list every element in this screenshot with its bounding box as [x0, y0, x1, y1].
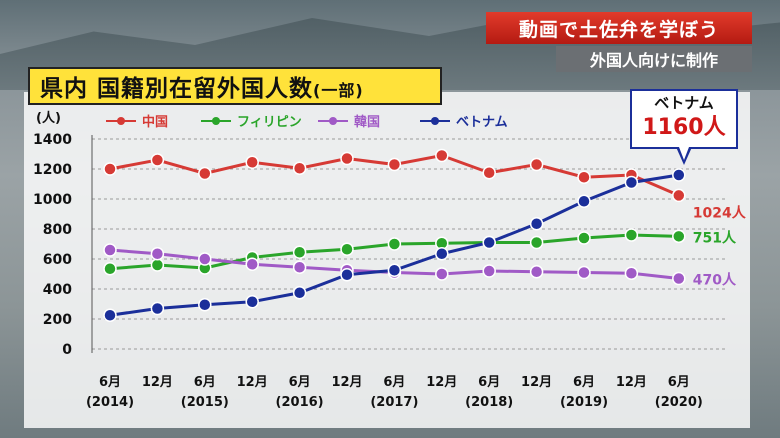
- y-tick-label: 800: [43, 222, 72, 238]
- corner-title-banner: 動画で土佐弁を学ぼう: [486, 12, 752, 44]
- data-point: [340, 268, 354, 282]
- series-end-label: 470人: [693, 272, 737, 289]
- data-point: [245, 257, 259, 271]
- x-tick-year-label: (2017): [370, 395, 418, 410]
- data-point: [529, 265, 544, 279]
- data-point: [387, 237, 402, 251]
- data-point: [577, 231, 591, 245]
- legend-label: ベトナム: [456, 115, 508, 130]
- y-tick-label: 1400: [33, 132, 72, 148]
- x-tick-year-label: (2020): [655, 395, 703, 410]
- data-point: [150, 301, 165, 316]
- data-point: [435, 148, 449, 163]
- x-tick-month-label: 12月: [616, 375, 647, 390]
- data-point: [482, 264, 496, 278]
- data-point: [340, 242, 354, 256]
- data-point: [150, 247, 165, 261]
- data-point: [624, 266, 639, 280]
- corner-subtitle-text: 外国人向けに制作: [589, 51, 718, 70]
- y-tick-label: 600: [43, 252, 72, 268]
- callout-pointer-inner: [679, 147, 689, 160]
- x-tick-month-label: 6月: [478, 375, 500, 390]
- data-point: [292, 245, 307, 259]
- legend-label: フィリピン: [237, 115, 302, 130]
- series-end-label: 751人: [693, 229, 737, 246]
- data-point: [529, 217, 544, 231]
- x-tick-month-label: 6月: [99, 375, 121, 390]
- legend-marker: [212, 117, 220, 125]
- chart-panel: [24, 92, 750, 428]
- legend-label: 韓国: [354, 114, 380, 130]
- legend-marker: [431, 117, 439, 125]
- data-point: [529, 235, 544, 250]
- x-tick-month-label: 6月: [668, 375, 690, 390]
- y-tick-label: 1000: [33, 192, 72, 208]
- chart-title: 県内 国籍別在留外国人数(一部): [30, 69, 364, 103]
- legend-marker: [329, 117, 337, 125]
- legend-marker: [117, 117, 125, 125]
- x-tick-month-label: 12月: [521, 375, 552, 390]
- y-unit-label: (人): [36, 110, 61, 126]
- data-point: [435, 247, 449, 261]
- x-tick-month-label: 12月: [237, 375, 268, 390]
- data-point: [198, 298, 212, 312]
- data-point: [198, 252, 212, 266]
- x-tick-month-label: 6月: [289, 375, 311, 390]
- y-tick-label: 0: [62, 342, 72, 358]
- x-tick-year-label: (2018): [465, 395, 513, 410]
- data-point: [103, 308, 117, 322]
- data-point: [198, 166, 212, 181]
- callout-value: 1160人: [642, 115, 726, 140]
- data-point: [577, 194, 591, 208]
- y-tick-label: 1200: [33, 162, 72, 178]
- chart-title-sub: (一部): [313, 81, 364, 100]
- chart-title-main: 県内 国籍別在留外国人数: [40, 76, 314, 102]
- data-point: [435, 267, 449, 281]
- data-point: [672, 168, 686, 182]
- data-point: [340, 151, 354, 166]
- data-point: [150, 153, 165, 167]
- x-tick-year-label: (2014): [86, 395, 134, 410]
- data-point: [482, 235, 496, 250]
- x-tick-year-label: (2015): [181, 395, 229, 410]
- legend-label: 中国: [142, 114, 168, 130]
- y-tick-label: 400: [43, 282, 72, 298]
- x-tick-year-label: (2019): [560, 395, 608, 410]
- vietnam-callout: ベトナム 1160人: [630, 89, 738, 149]
- data-point: [245, 295, 259, 309]
- data-point: [387, 157, 402, 172]
- data-point: [103, 162, 117, 176]
- corner-title-text: 動画で土佐弁を学ぼう: [518, 18, 719, 41]
- data-point: [577, 170, 591, 184]
- data-point: [624, 175, 639, 190]
- series-end-label: 1024人: [693, 204, 747, 221]
- chart-title-box: 県内 国籍別在留外国人数(一部): [28, 67, 442, 105]
- data-point: [624, 228, 639, 242]
- x-tick-month-label: 6月: [194, 375, 216, 390]
- data-point: [245, 155, 259, 169]
- x-tick-month-label: 12月: [142, 375, 173, 390]
- data-point: [292, 161, 307, 175]
- x-tick-month-label: 12月: [331, 375, 362, 390]
- data-point: [103, 243, 117, 257]
- data-point: [672, 188, 686, 203]
- data-point: [103, 262, 117, 276]
- callout-label: ベトナム: [654, 94, 714, 112]
- corner-subtitle-banner: 外国人向けに制作: [556, 46, 752, 72]
- data-point: [529, 157, 544, 172]
- y-tick-label: 200: [43, 312, 72, 328]
- data-point: [482, 166, 496, 180]
- data-point: [387, 263, 402, 277]
- x-tick-year-label: (2016): [276, 395, 324, 410]
- x-tick-month-label: 6月: [573, 375, 595, 390]
- data-point: [150, 258, 165, 272]
- data-point: [672, 229, 686, 244]
- data-point: [577, 265, 591, 280]
- data-point: [292, 260, 307, 274]
- x-tick-month-label: 12月: [426, 375, 457, 390]
- data-point: [672, 271, 686, 286]
- x-tick-month-label: 6月: [383, 375, 405, 390]
- data-point: [292, 286, 307, 300]
